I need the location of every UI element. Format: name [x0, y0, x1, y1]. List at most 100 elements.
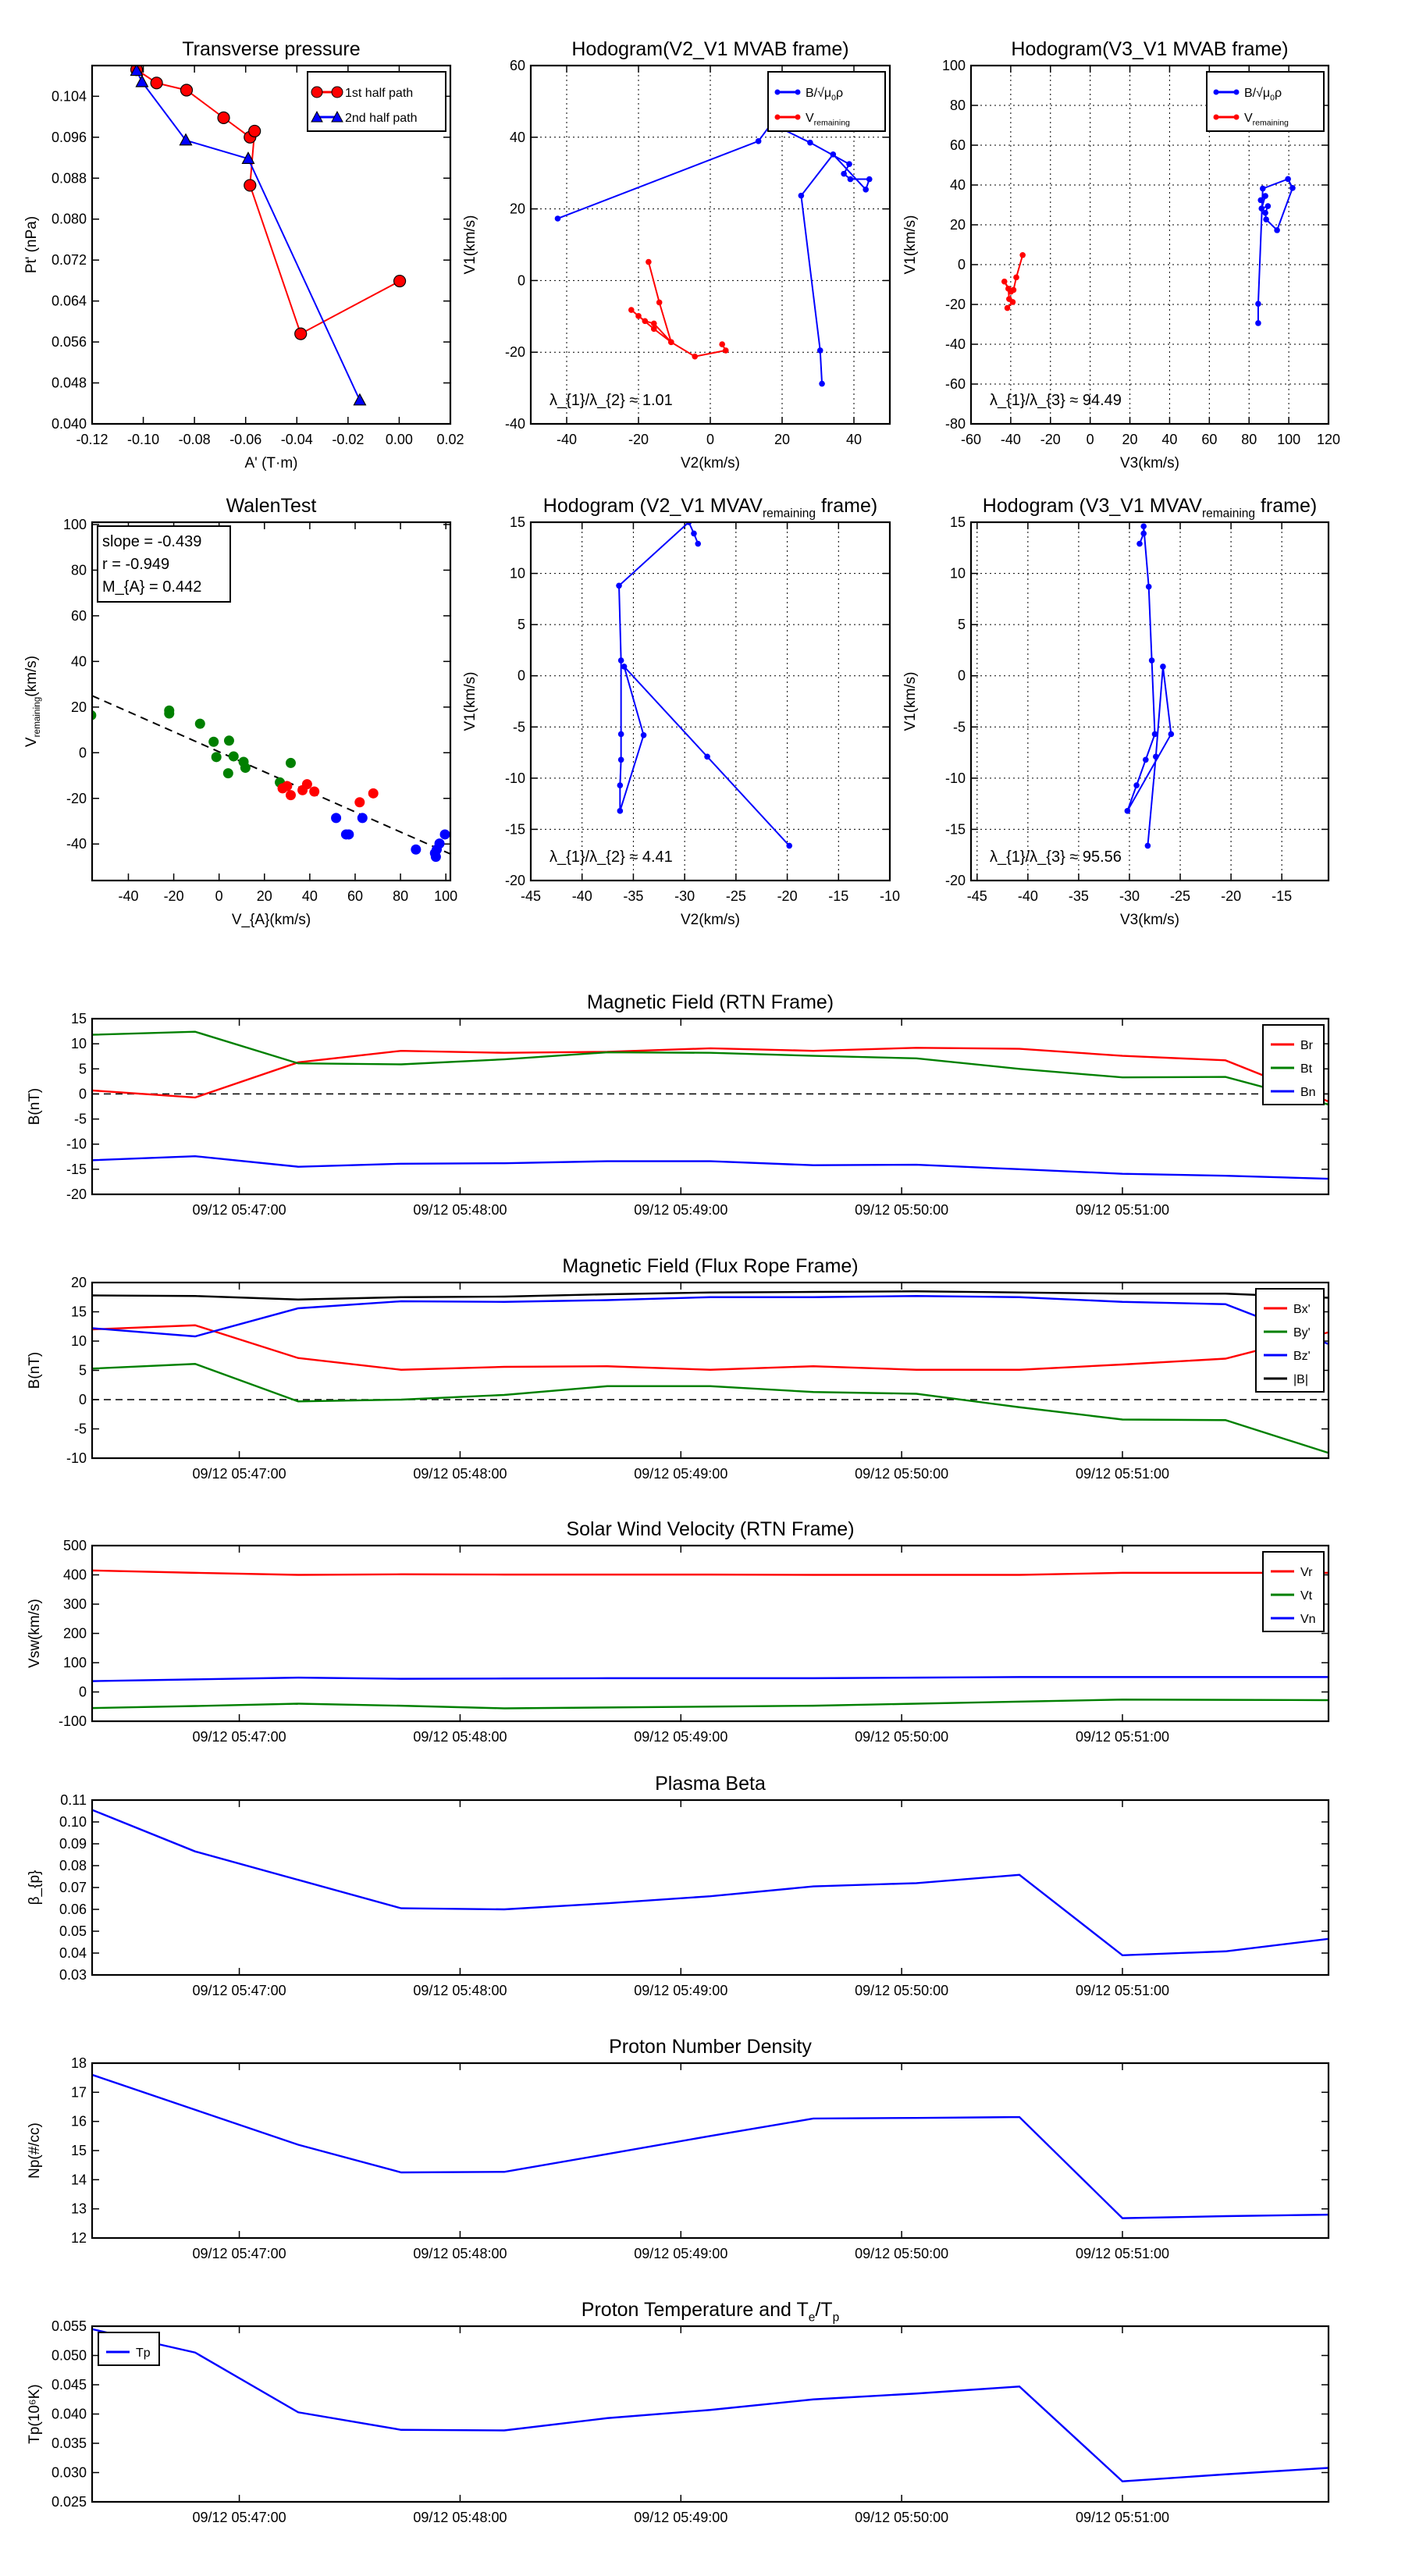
text-run: -25: [726, 888, 746, 904]
data-point: [1289, 185, 1296, 191]
text-run: V1(km/s): [462, 215, 478, 275]
text-run: 0.07: [59, 1880, 87, 1895]
text-run: V: [1244, 112, 1253, 125]
data-point: [1258, 205, 1265, 212]
y-tick-label: 0.045: [52, 2377, 87, 2393]
data-point: [1013, 274, 1019, 281]
text-run: 09/12 05:51:00: [1076, 1202, 1169, 1218]
data-point: [240, 763, 251, 774]
data-point: [1133, 782, 1140, 788]
legend-item: Vn: [1271, 1613, 1316, 1626]
x-tick-label: -40: [557, 432, 577, 447]
text-run: -25: [1170, 888, 1190, 904]
text-run: Hodogram (V2_V1 MVAV: [543, 495, 763, 517]
x-tick-label: -30: [1119, 888, 1140, 904]
legend-label: Vn: [1300, 1613, 1316, 1626]
y-tick-label: -100: [59, 1713, 87, 1729]
text-run: 0.05: [59, 1923, 87, 1939]
y-tick-label: -20: [945, 297, 966, 312]
series-v: [1124, 523, 1175, 849]
text-run: 80: [1241, 432, 1257, 447]
chart-walen-test: -40 -20 0 20 40 60 80 100 -40 -20 0 20 40 60 80 100 Wale…: [23, 495, 457, 928]
y-tick-label: -40: [66, 836, 87, 852]
text-run: 0: [79, 1392, 87, 1407]
subscript: remaining: [32, 697, 42, 738]
data-point: [617, 808, 624, 814]
y-tick-label: 40: [71, 653, 87, 669]
y-axis-label: Np(#/cc): [27, 2122, 43, 2179]
text-run: 0.045: [52, 2377, 87, 2393]
text-run: 09/12 05:49:00: [634, 2246, 727, 2261]
text-run: 20: [950, 217, 966, 233]
text-run: Pt' (nPa): [23, 216, 40, 273]
text-run: 16: [71, 2114, 87, 2129]
text-run: 80: [393, 888, 408, 904]
text-run: -40: [505, 416, 525, 432]
x-tick-label: -0.02: [332, 432, 364, 447]
text-run: -40: [66, 836, 87, 852]
legend: 1st half path 2nd half path: [307, 71, 446, 132]
data-point: [650, 326, 657, 333]
data-point: [798, 192, 805, 199]
subscript: 0: [1270, 93, 1275, 102]
legend-box: [767, 71, 886, 132]
y-tick-label: -20: [505, 344, 525, 360]
y-tick-label: 0: [958, 668, 966, 684]
plot-area: [92, 2073, 1329, 2219]
y-axis-label: Vsw(km/s): [27, 1599, 43, 1668]
y-tick-label: 0.09: [59, 1836, 87, 1852]
text-run: 09/12 05:48:00: [413, 1202, 507, 1218]
series-line: [92, 1295, 1329, 1345]
data-point: [617, 731, 624, 738]
data-point: [1140, 523, 1147, 530]
x-tick-label: 09/12 05:50:00: [855, 1466, 948, 1482]
text-run: -15: [828, 888, 848, 904]
text-run: 09/12 05:51:00: [1076, 2246, 1169, 2261]
x-tick-label: -20: [1040, 432, 1061, 447]
y-tick-label: 18: [71, 2055, 87, 2071]
series-beta: [92, 1809, 1329, 1957]
y-tick-label: -80: [945, 416, 966, 432]
x-tick-label: 0: [215, 888, 223, 904]
x-tick-label: -45: [967, 888, 987, 904]
x-tick-label: 09/12 05:51:00: [1076, 1466, 1169, 1482]
text-run: By': [1293, 1326, 1311, 1340]
chart-hodogram-v3-v1-mvab: -60 -40 -20 0 20 40 60 80 100 120-80-60-40-200204…: [902, 38, 1340, 471]
data-point: [1001, 278, 1008, 285]
text-run: 10: [71, 1333, 87, 1349]
data-point: [1019, 251, 1026, 258]
data-point: [211, 752, 222, 763]
x-tick-label: 09/12 05:51:00: [1076, 1202, 1169, 1218]
text-run: Tp(10⁶K): [27, 2384, 43, 2443]
data-point: [368, 788, 379, 799]
text-run: 500: [63, 1538, 87, 1553]
data-point: [217, 111, 230, 124]
text-run: 60: [950, 137, 966, 153]
text-run: 40: [71, 653, 87, 669]
subscript: remaining: [763, 507, 816, 520]
y-tick-label: 5: [518, 617, 525, 632]
text-run: Proton Temperature and T: [582, 2299, 809, 2321]
legend-marker: [795, 114, 801, 120]
text-run: -100: [59, 1713, 87, 1729]
text-run: Hodogram(V3_V1 MVAB frame): [1011, 38, 1288, 60]
text-run: 100: [434, 888, 457, 904]
y-tick-label: 15: [71, 1011, 87, 1026]
legend-marker: [1213, 114, 1219, 120]
text-run: -0.08: [179, 432, 211, 447]
text-run: -35: [623, 888, 643, 904]
data-point: [704, 753, 710, 760]
text-run: 40: [302, 888, 318, 904]
text-run: Vn: [1300, 1613, 1316, 1626]
data-point: [816, 347, 823, 354]
data-point: [841, 170, 847, 177]
x-tick-label: 09/12 05:49:00: [634, 1729, 727, 1745]
chart-title: Hodogram (V3_V1 MVAVremaining frame): [983, 495, 1317, 520]
text-run: B/√μ: [1244, 87, 1270, 100]
series-line: [92, 1047, 1329, 1103]
axes-frame: [529, 521, 891, 882]
text-run: 09/12 05:51:00: [1076, 1983, 1169, 1998]
text-run: 0.072: [52, 252, 87, 268]
y-tick-label: 0.025: [52, 2494, 87, 2510]
